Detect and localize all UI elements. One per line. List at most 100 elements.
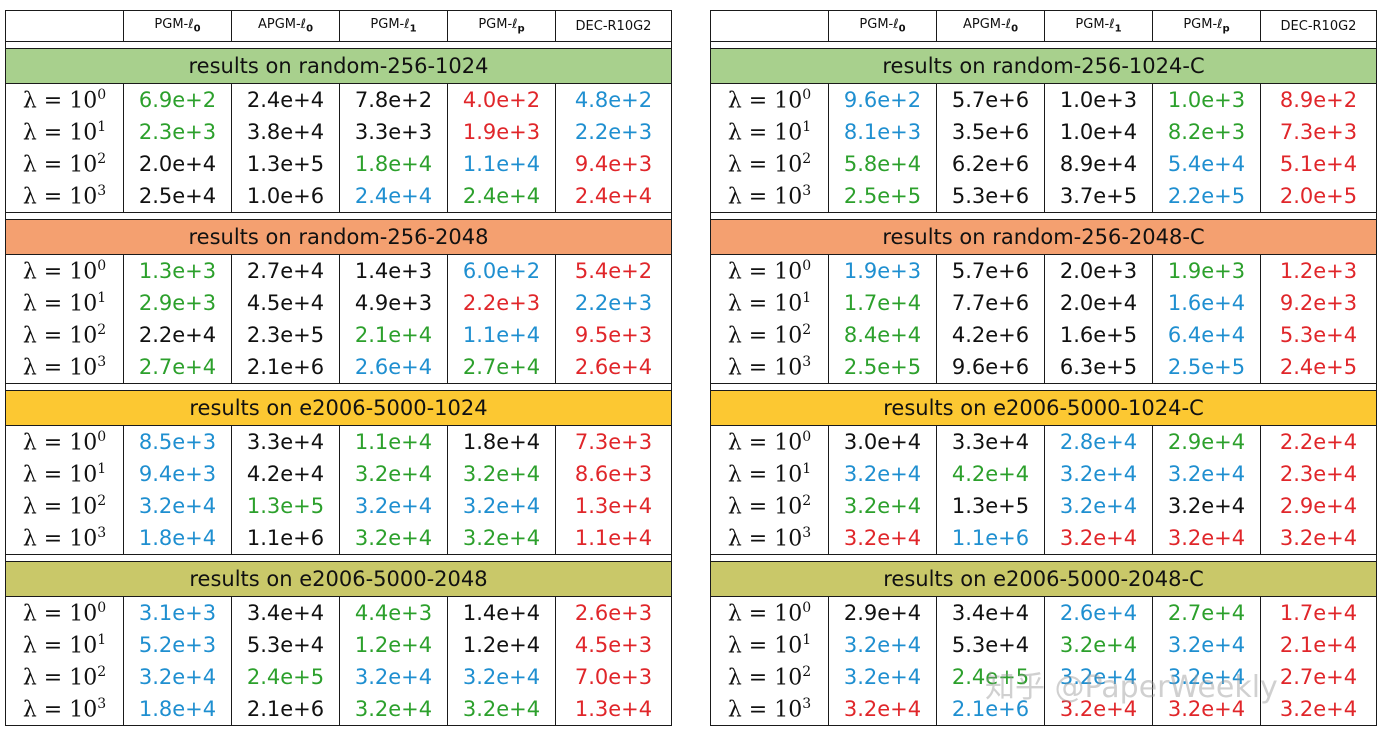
result-value: 9.6e+2 bbox=[828, 83, 937, 116]
result-value: 9.5e+3 bbox=[555, 319, 672, 351]
section-title-row: results on random-256-2048-C bbox=[710, 219, 1377, 255]
result-value: 3.2e+4 bbox=[339, 661, 448, 693]
column-header-subscript: p bbox=[517, 23, 525, 35]
result-value: 2.9e+4 bbox=[1260, 490, 1377, 522]
result-value: 5.7e+6 bbox=[936, 83, 1045, 116]
column-header-label: PGM-ℓ bbox=[859, 17, 899, 33]
result-row: λ = 101 2.9e+3 4.5e+4 4.9e+3 2.2e+3 2.2e+3 bbox=[5, 287, 672, 319]
result-value: 2.0e+5 bbox=[1260, 180, 1377, 213]
result-value: 6.0e+2 bbox=[447, 254, 556, 287]
result-row: λ = 100 9.6e+2 5.7e+6 1.0e+3 1.0e+3 8.9e+2 bbox=[710, 83, 1377, 116]
lambda-label: λ = 103 bbox=[5, 180, 124, 213]
result-value: 2.4e+5 bbox=[231, 661, 340, 693]
result-value: 3.5e+6 bbox=[936, 116, 1045, 148]
result-value: 2.5e+5 bbox=[1152, 351, 1261, 384]
result-value: 3.2e+4 bbox=[447, 490, 556, 522]
result-value: 2.7e+4 bbox=[231, 254, 340, 287]
lambda-label: λ = 101 bbox=[710, 116, 829, 148]
result-value: 3.1e+3 bbox=[123, 596, 232, 629]
result-value: 1.8e+4 bbox=[447, 425, 556, 458]
result-value: 2.0e+4 bbox=[123, 148, 232, 180]
result-value: 3.2e+4 bbox=[1044, 629, 1153, 661]
result-value: 1.9e+3 bbox=[447, 116, 556, 148]
result-row: λ = 101 9.4e+3 4.2e+4 3.2e+4 3.2e+4 8.6e+3 bbox=[5, 458, 672, 490]
column-header-label: PGM-ℓ bbox=[1183, 17, 1223, 33]
result-value: 1.3e+5 bbox=[231, 148, 340, 180]
result-row: λ = 100 3.1e+3 3.4e+4 4.4e+3 1.4e+4 2.6e+3 bbox=[5, 596, 672, 629]
result-value: 3.2e+4 bbox=[339, 693, 448, 726]
result-value: 4.8e+2 bbox=[555, 83, 672, 116]
result-value: 1.2e+3 bbox=[1260, 254, 1377, 287]
result-value: 2.4e+5 bbox=[936, 661, 1045, 693]
result-value: 3.2e+4 bbox=[339, 490, 448, 522]
result-value: 3.2e+4 bbox=[447, 522, 556, 555]
lambda-label: λ = 100 bbox=[5, 596, 124, 629]
result-value: 7.3e+3 bbox=[555, 425, 672, 458]
result-value: 2.2e+5 bbox=[1152, 180, 1261, 213]
result-value: 3.2e+4 bbox=[447, 693, 556, 726]
results-table-right: PGM-ℓ0 APGM-ℓ0 PGM-ℓ1 PGM-ℓp DEC-R10G2 result… bbox=[710, 10, 1377, 726]
result-value: 3.2e+4 bbox=[1044, 458, 1153, 490]
result-value: 2.4e+4 bbox=[339, 180, 448, 213]
result-row: λ = 100 2.9e+4 3.4e+4 2.6e+4 2.7e+4 1.7e+4 bbox=[710, 596, 1377, 629]
result-value: 1.2e+4 bbox=[447, 629, 556, 661]
lambda-label: λ = 100 bbox=[5, 83, 124, 116]
result-value: 3.2e+4 bbox=[828, 629, 937, 661]
header-row: PGM-ℓ0 APGM-ℓ0 PGM-ℓ1 PGM-ℓp DEC-R10G2 bbox=[710, 10, 1377, 42]
result-value: 2.9e+4 bbox=[828, 596, 937, 629]
result-value: 5.3e+4 bbox=[936, 629, 1045, 661]
result-value: 2.3e+3 bbox=[123, 116, 232, 148]
result-value: 5.2e+3 bbox=[123, 629, 232, 661]
lambda-label: λ = 100 bbox=[710, 596, 829, 629]
result-value: 4.2e+6 bbox=[936, 319, 1045, 351]
result-value: 2.6e+3 bbox=[555, 596, 672, 629]
result-value: 1.1e+4 bbox=[339, 425, 448, 458]
column-header: PGM-ℓ1 bbox=[1044, 10, 1153, 42]
result-row: λ = 100 8.5e+3 3.3e+4 1.1e+4 1.8e+4 7.3e+3 bbox=[5, 425, 672, 458]
lambda-label: λ = 101 bbox=[5, 629, 124, 661]
column-header-label: DEC-R10G2 bbox=[1280, 18, 1357, 34]
result-value: 1.9e+3 bbox=[828, 254, 937, 287]
lambda-label: λ = 103 bbox=[710, 522, 829, 555]
result-row: λ = 103 1.8e+4 2.1e+6 3.2e+4 3.2e+4 1.3e+4 bbox=[5, 693, 672, 726]
column-header: DEC-R10G2 bbox=[1260, 10, 1377, 42]
column-header-subscript: 1 bbox=[1114, 23, 1122, 35]
lambda-label: λ = 101 bbox=[5, 287, 124, 319]
lambda-label: λ = 102 bbox=[5, 661, 124, 693]
result-value: 1.3e+5 bbox=[231, 490, 340, 522]
section-title-row: results on e2006-5000-2048 bbox=[5, 561, 672, 597]
lambda-label: λ = 100 bbox=[710, 254, 829, 287]
result-value: 3.4e+4 bbox=[936, 596, 1045, 629]
result-value: 2.4e+4 bbox=[447, 180, 556, 213]
column-header: PGM-ℓ0 bbox=[123, 10, 232, 42]
result-value: 9.2e+3 bbox=[1260, 287, 1377, 319]
result-value: 3.2e+4 bbox=[828, 458, 937, 490]
column-header-label: APGM-ℓ bbox=[257, 17, 307, 33]
section-title: results on e2006-5000-1024 bbox=[5, 390, 672, 426]
result-value: 4.2e+4 bbox=[936, 458, 1045, 490]
result-value: 3.2e+4 bbox=[1260, 693, 1377, 726]
lambda-label: λ = 103 bbox=[5, 693, 124, 726]
result-value: 1.0e+6 bbox=[231, 180, 340, 213]
result-value: 2.1e+6 bbox=[231, 693, 340, 726]
result-value: 8.9e+4 bbox=[1044, 148, 1153, 180]
result-value: 4.9e+3 bbox=[339, 287, 448, 319]
result-row: λ = 101 2.3e+3 3.8e+4 3.3e+3 1.9e+3 2.2e+3 bbox=[5, 116, 672, 148]
lambda-label: λ = 102 bbox=[5, 490, 124, 522]
result-row: λ = 103 1.8e+4 1.1e+6 3.2e+4 3.2e+4 1.1e+4 bbox=[5, 522, 672, 555]
result-row: λ = 101 5.2e+3 5.3e+4 1.2e+4 1.2e+4 4.5e+3 bbox=[5, 629, 672, 661]
result-value: 3.2e+4 bbox=[1044, 661, 1153, 693]
result-row: λ = 102 3.2e+4 2.4e+5 3.2e+4 3.2e+4 7.0e+3 bbox=[5, 661, 672, 693]
result-value: 3.7e+5 bbox=[1044, 180, 1153, 213]
result-value: 2.7e+4 bbox=[123, 351, 232, 384]
result-value: 2.2e+3 bbox=[447, 287, 556, 319]
result-value: 3.2e+4 bbox=[447, 661, 556, 693]
column-header-subscript: 1 bbox=[409, 23, 417, 35]
result-row: λ = 102 3.2e+4 1.3e+5 3.2e+4 3.2e+4 1.3e+4 bbox=[5, 490, 672, 522]
result-value: 3.2e+4 bbox=[828, 693, 937, 726]
result-value: 5.8e+4 bbox=[828, 148, 937, 180]
result-value: 1.0e+3 bbox=[1044, 83, 1153, 116]
result-value: 1.7e+4 bbox=[1260, 596, 1377, 629]
result-value: 3.2e+4 bbox=[1152, 458, 1261, 490]
result-value: 1.3e+4 bbox=[555, 490, 672, 522]
